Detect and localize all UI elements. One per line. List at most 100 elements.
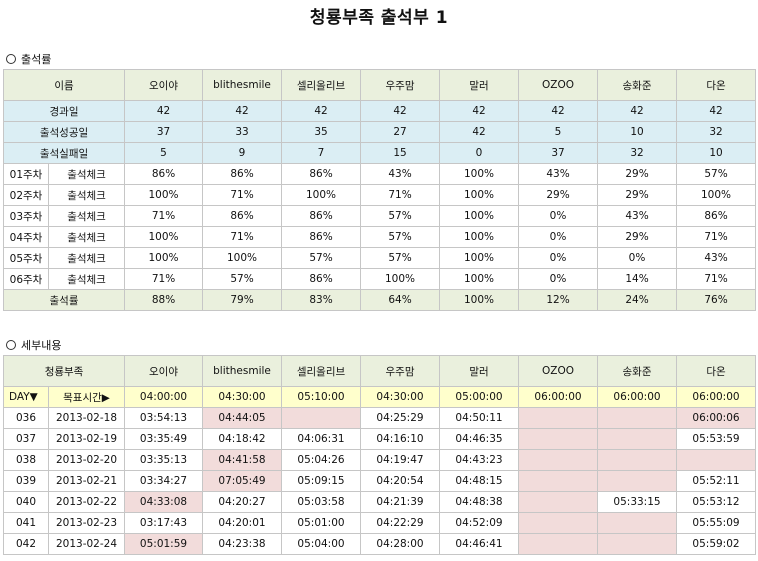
day-number: 040 xyxy=(3,491,49,513)
time-cell: 03:34:27 xyxy=(124,470,204,492)
attendance-rate-table: 이름 오이야 blithesmile 셀리올리브 우주맘 말러 OZOO 송화준 다온 경과일 42… xyxy=(2,69,757,311)
time-cell: 05:55:09 xyxy=(676,512,757,534)
target-time-cell: 06:00:00 xyxy=(676,386,757,408)
member-header: 셀리올리브 xyxy=(281,69,362,101)
target-label: 목표시간▶ xyxy=(47,386,126,408)
date-cell: 2013-02-23 xyxy=(47,512,126,534)
time-cell: 04:20:27 xyxy=(202,491,283,513)
section-attendance-rate: 출석률 xyxy=(6,51,51,67)
time-cell: 04:06:31 xyxy=(281,428,362,450)
time-cell: 04:23:38 xyxy=(202,533,283,555)
time-cell: 04:46:35 xyxy=(439,428,520,450)
week-rate-cell: 100% xyxy=(124,247,204,269)
week-rate-cell: 29% xyxy=(597,226,678,248)
target-row: DAY▼ 목표시간▶ 04:00:00 04:30:00 05:10:00 04:30:0… xyxy=(3,386,757,408)
week-rate-cell: 57% xyxy=(676,163,757,185)
member-header: 우주맘 xyxy=(360,355,441,387)
stat-cell: 42 xyxy=(518,100,599,122)
week-rate-cell: 86% xyxy=(124,163,204,185)
week-rate-cell: 43% xyxy=(676,247,757,269)
time-cell xyxy=(597,533,678,555)
week-rate-cell: 71% xyxy=(676,226,757,248)
week-check-label: 출석체크 xyxy=(47,247,126,269)
week-rate-cell: 57% xyxy=(360,226,441,248)
time-cell: 05:33:15 xyxy=(597,491,678,513)
target-time-cell: 04:30:00 xyxy=(360,386,441,408)
time-cell: 03:35:49 xyxy=(124,428,204,450)
week-rate-cell: 86% xyxy=(281,205,362,227)
time-cell: 05:01:59 xyxy=(124,533,204,555)
week-label: 03주차 xyxy=(3,205,49,227)
week-rate-cell: 86% xyxy=(281,268,362,290)
circle-bullet-icon xyxy=(6,340,16,350)
week-rate-cell: 71% xyxy=(124,205,204,227)
week-rate-cell: 86% xyxy=(202,205,283,227)
stat-cell: 37 xyxy=(518,142,599,164)
row-label: 경과일 xyxy=(2,100,126,122)
rate-cell: 24% xyxy=(597,289,678,311)
week-check-label: 출석체크 xyxy=(47,226,126,248)
date-cell: 2013-02-19 xyxy=(47,428,126,450)
week-rate-cell: 100% xyxy=(202,247,283,269)
stat-cell: 5 xyxy=(518,121,599,143)
week-label: 04주차 xyxy=(3,226,49,248)
week-check-label: 출석체크 xyxy=(47,163,126,185)
stat-cell: 42 xyxy=(124,100,204,122)
time-cell xyxy=(518,449,599,471)
member-header: 송화준 xyxy=(597,69,678,101)
week-rate-cell: 71% xyxy=(360,184,441,206)
week-rate-cell: 43% xyxy=(597,205,678,227)
stat-cell: 42 xyxy=(439,100,520,122)
column-header: 이름 xyxy=(2,69,126,101)
stat-cell: 42 xyxy=(202,100,283,122)
stat-cell: 10 xyxy=(676,142,757,164)
time-cell: 05:03:58 xyxy=(281,491,362,513)
member-header: 말러 xyxy=(439,355,520,387)
time-cell: 03:17:43 xyxy=(124,512,204,534)
week-rate-cell: 0% xyxy=(518,205,599,227)
header-row: 이름 오이야 blithesmile 셀리올리브 우주맘 말러 OZOO 송화준 다온 xyxy=(2,69,757,101)
week-rate-cell: 0% xyxy=(518,268,599,290)
circle-bullet-icon xyxy=(6,54,16,64)
date-cell: 2013-02-22 xyxy=(47,491,126,513)
stat-cell: 42 xyxy=(360,100,441,122)
week-check-label: 출석체크 xyxy=(47,268,126,290)
week-rate-cell: 100% xyxy=(439,268,520,290)
week-rate-cell: 0% xyxy=(518,247,599,269)
time-cell: 05:53:59 xyxy=(676,428,757,450)
target-time-cell: 05:00:00 xyxy=(439,386,520,408)
stat-row: 출석성공일 37 33 35 27 42 5 10 32 xyxy=(2,121,757,143)
time-cell: 04:20:01 xyxy=(202,512,283,534)
member-header: 말러 xyxy=(439,69,520,101)
time-cell xyxy=(597,470,678,492)
target-time-cell: 04:30:00 xyxy=(202,386,283,408)
stat-cell: 32 xyxy=(676,121,757,143)
day-sort-label: DAY▼ xyxy=(3,386,49,408)
week-rate-cell: 43% xyxy=(518,163,599,185)
week-rate-cell: 29% xyxy=(597,184,678,206)
rate-row: 출석률 88% 79% 83% 64% 100% 12% 24% 76% xyxy=(2,289,757,311)
member-header: 오이야 xyxy=(124,355,204,387)
week-label: 02주차 xyxy=(3,184,49,206)
detail-row: 037 2013-02-19 03:35:49 04:18:42 04:06:31 04:… xyxy=(3,428,757,450)
time-cell xyxy=(518,470,599,492)
time-cell xyxy=(518,533,599,555)
time-cell: 05:09:15 xyxy=(281,470,362,492)
week-rate-cell: 71% xyxy=(676,268,757,290)
time-cell: 04:48:38 xyxy=(439,491,520,513)
week-rate-cell: 29% xyxy=(597,163,678,185)
target-time-cell: 05:10:00 xyxy=(281,386,362,408)
time-cell: 05:01:00 xyxy=(281,512,362,534)
row-label: 출석성공일 xyxy=(2,121,126,143)
time-cell: 04:21:39 xyxy=(360,491,441,513)
stat-cell: 10 xyxy=(597,121,678,143)
stat-cell: 27 xyxy=(360,121,441,143)
rate-cell: 12% xyxy=(518,289,599,311)
week-rate-cell: 100% xyxy=(439,247,520,269)
time-cell: 05:59:02 xyxy=(676,533,757,555)
date-cell: 2013-02-21 xyxy=(47,470,126,492)
time-cell: 04:46:41 xyxy=(439,533,520,555)
time-cell xyxy=(597,407,678,429)
week-rate-cell: 57% xyxy=(202,268,283,290)
week-rate-cell: 100% xyxy=(281,184,362,206)
